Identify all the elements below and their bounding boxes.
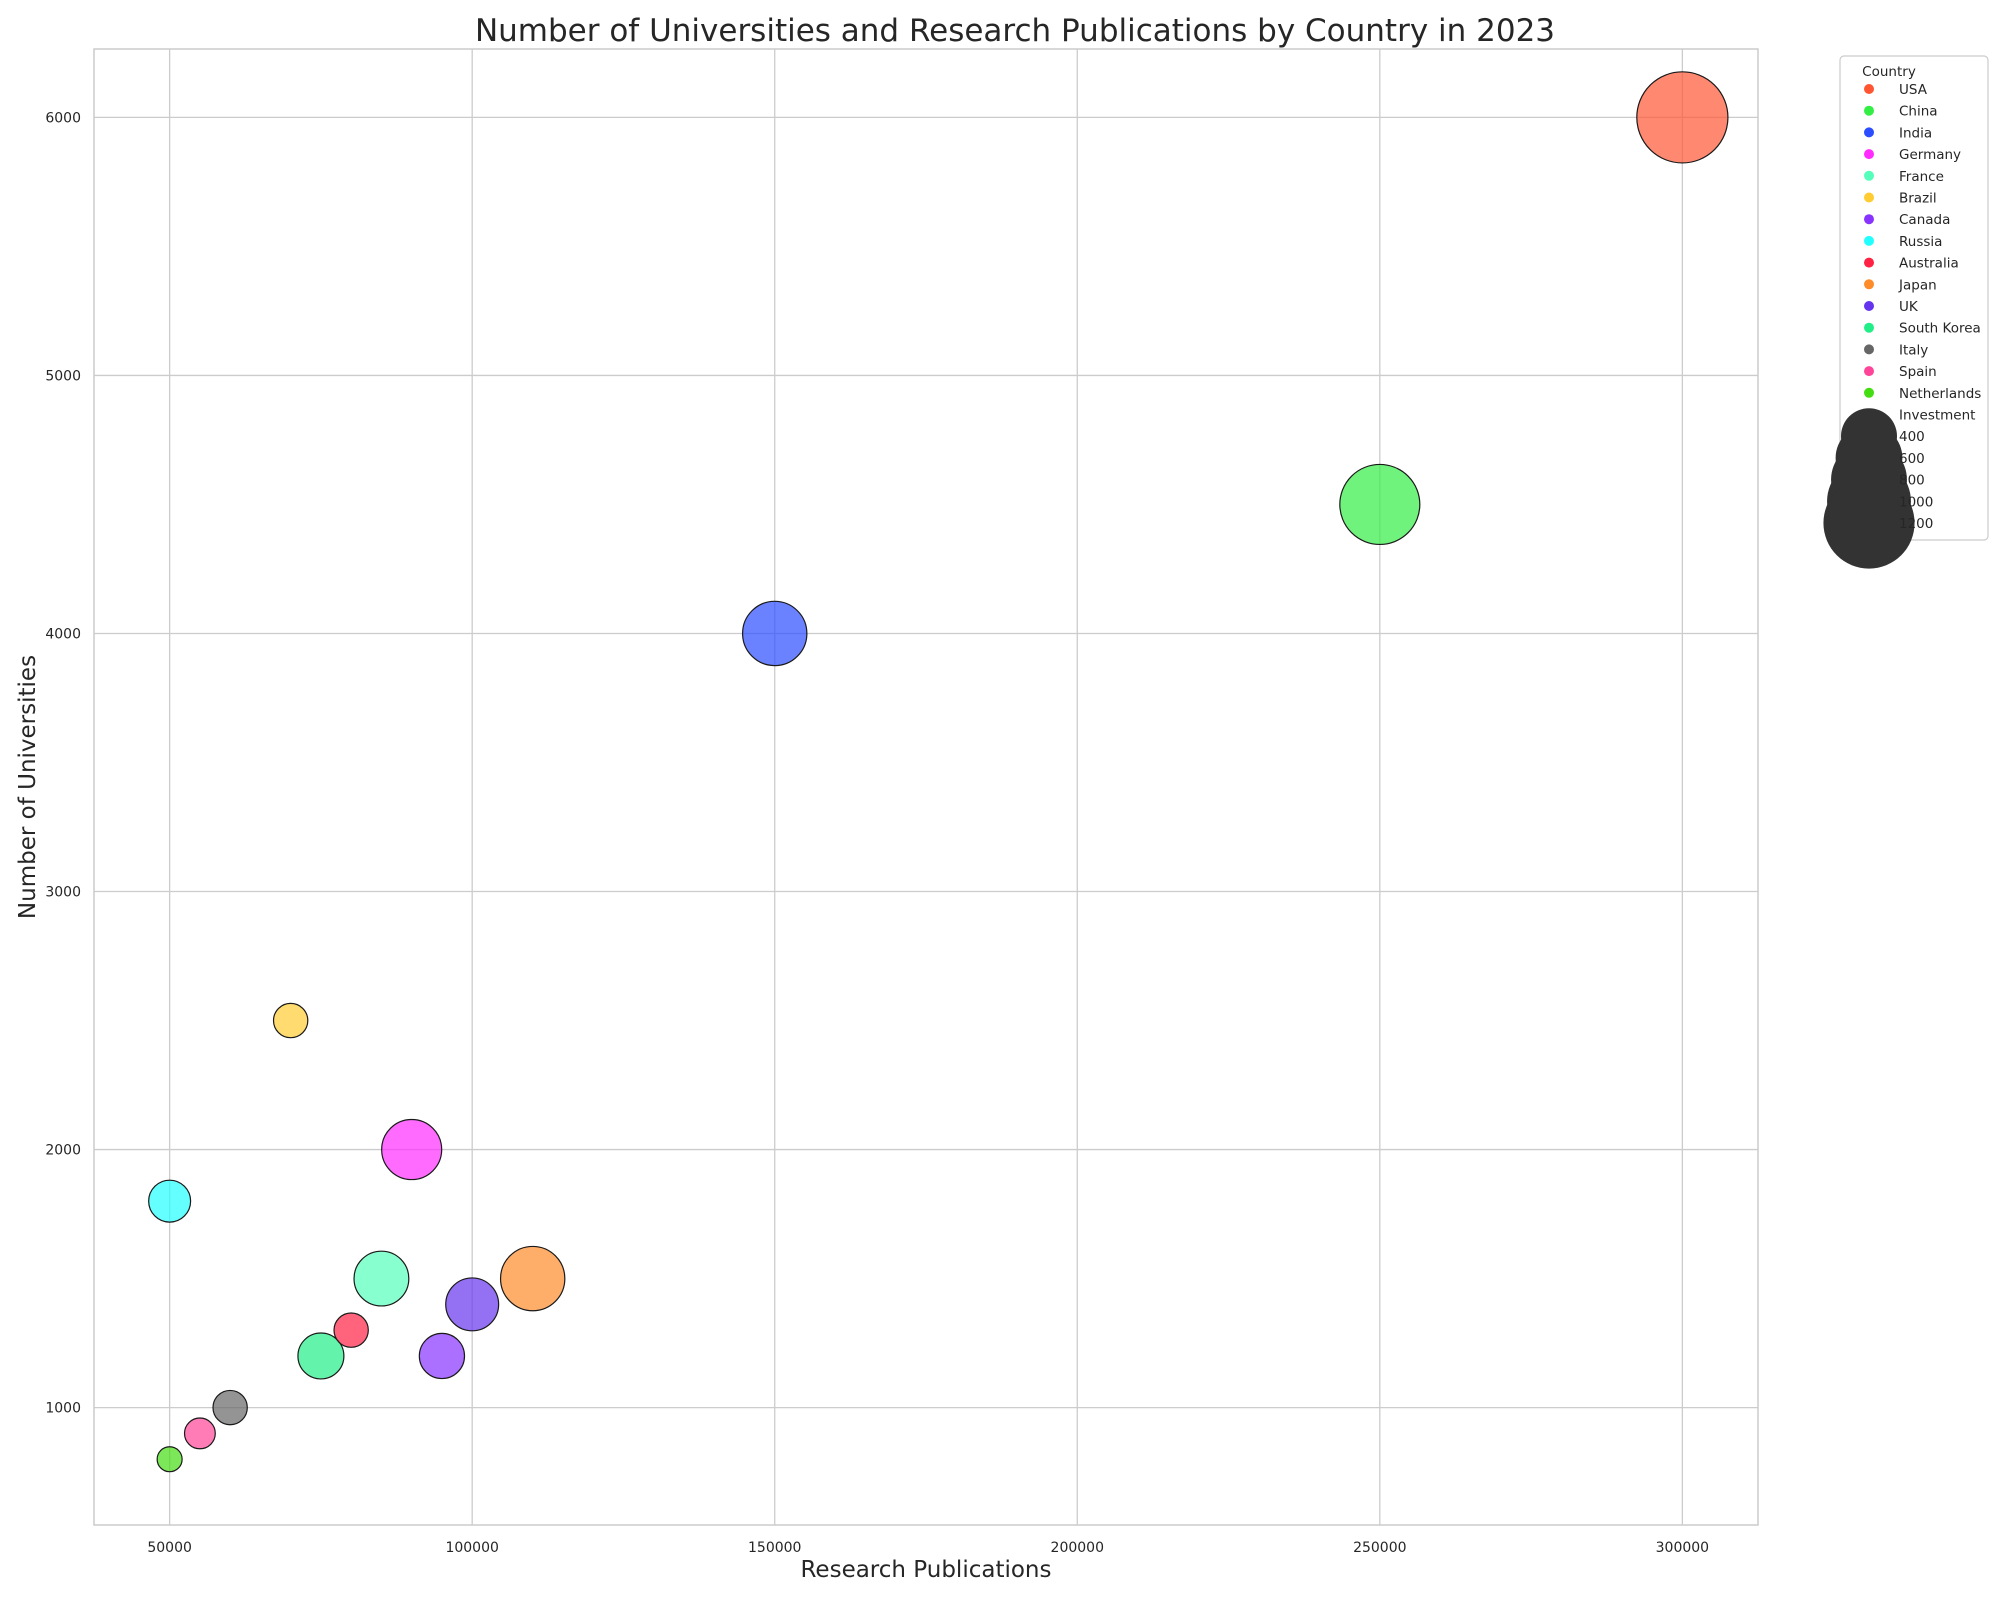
- legend-marker: [1864, 149, 1874, 160]
- legend-marker: [1864, 344, 1874, 355]
- data-point-brazil: [272, 1002, 309, 1039]
- legend-label: USA: [1899, 82, 1928, 98]
- data-point-germany: [381, 1118, 443, 1181]
- y-tick-label: 2000: [45, 1143, 81, 1159]
- legend-label: France: [1899, 169, 1944, 185]
- legend-label: South Korea: [1899, 321, 1981, 337]
- legend-label: Brazil: [1899, 191, 1937, 207]
- x-tick-label: 300000: [1656, 1540, 1709, 1556]
- legend-items: USA China India Germany France Brazil Canada Ru…: [1823, 82, 1981, 569]
- legend-label: Australia: [1899, 256, 1959, 272]
- legend-marker: [1864, 235, 1874, 246]
- x-axis-title: Research Publications: [800, 1557, 1051, 1583]
- legend-label: India: [1899, 125, 1932, 141]
- x-tick-label: 100000: [445, 1540, 498, 1556]
- legend-label: China: [1899, 104, 1938, 120]
- legend-marker: [1864, 257, 1874, 268]
- y-tick-label: 3000: [45, 885, 81, 901]
- legend-marker: [1864, 279, 1874, 290]
- legend-marker: [1864, 105, 1874, 116]
- data-point-japan: [499, 1245, 566, 1312]
- data-point-uk: [445, 1277, 500, 1332]
- legend-size-label: 1200: [1899, 516, 1933, 532]
- legend-title-country: Country: [1862, 64, 1916, 80]
- x-tick-label: 250000: [1353, 1540, 1406, 1556]
- legend-label: Spain: [1899, 364, 1937, 380]
- data-point-usa: [1636, 71, 1729, 164]
- chart-title: Number of Universities and Research Publ…: [475, 13, 1555, 49]
- y-tick-label: 1000: [45, 1401, 81, 1417]
- legend-marker: [1864, 192, 1874, 203]
- legend-label: Japan: [1898, 277, 1937, 293]
- y-tick-label: 5000: [45, 368, 81, 384]
- legend: Country USA China India Germany France Brazil…: [1823, 55, 1989, 569]
- legend-marker: [1864, 366, 1874, 377]
- x-tick-label: 50000: [147, 1540, 192, 1556]
- legend-size-label: 600: [1899, 451, 1925, 467]
- legend-label: Germany: [1899, 147, 1961, 163]
- data-point-canada: [418, 1332, 466, 1380]
- data-point-netherlands: [156, 1446, 183, 1473]
- data-point-china: [1339, 463, 1421, 546]
- legend-marker: [1864, 322, 1874, 333]
- point-layer: [148, 71, 1729, 1473]
- legend-size-marker: [1823, 477, 1915, 569]
- y-tick-label: 4000: [45, 626, 81, 642]
- x-tick-label: 200000: [1051, 1540, 1104, 1556]
- legend-label: Netherlands: [1899, 386, 1981, 402]
- legend-marker: [1864, 214, 1874, 225]
- y-axis-title: Number of Universities: [15, 655, 41, 919]
- grid-layer: [94, 49, 1758, 1525]
- legend-label: Canada: [1899, 212, 1950, 228]
- data-point-spain: [183, 1417, 216, 1450]
- legend-size-label: 1000: [1899, 494, 1933, 510]
- y-tick-label: 6000: [45, 110, 81, 126]
- data-point-russia: [148, 1179, 192, 1223]
- data-point-france: [353, 1250, 410, 1307]
- legend-marker: [1864, 301, 1874, 311]
- plot-frame: [93, 48, 1759, 1526]
- data-point-australia: [333, 1312, 369, 1348]
- legend-size-label: 400: [1899, 429, 1925, 445]
- legend-label: Russia: [1899, 234, 1942, 250]
- data-point-south-korea: [297, 1332, 345, 1380]
- legend-label: Italy: [1899, 342, 1928, 358]
- tick-layer: 50000 100000 150000 200000 250000 300000 1000 2…: [45, 110, 1709, 1556]
- x-tick-label: 150000: [748, 1540, 801, 1556]
- legend-marker: [1864, 387, 1874, 398]
- legend-title-size: Investment: [1899, 408, 1975, 424]
- legend-marker: [1864, 84, 1874, 94]
- legend-marker: [1864, 170, 1874, 181]
- data-point-india: [741, 600, 808, 667]
- legend-size-label: 800: [1899, 473, 1925, 489]
- legend-label: UK: [1899, 299, 1919, 315]
- legend-marker: [1864, 127, 1874, 138]
- data-point-italy: [212, 1389, 248, 1426]
